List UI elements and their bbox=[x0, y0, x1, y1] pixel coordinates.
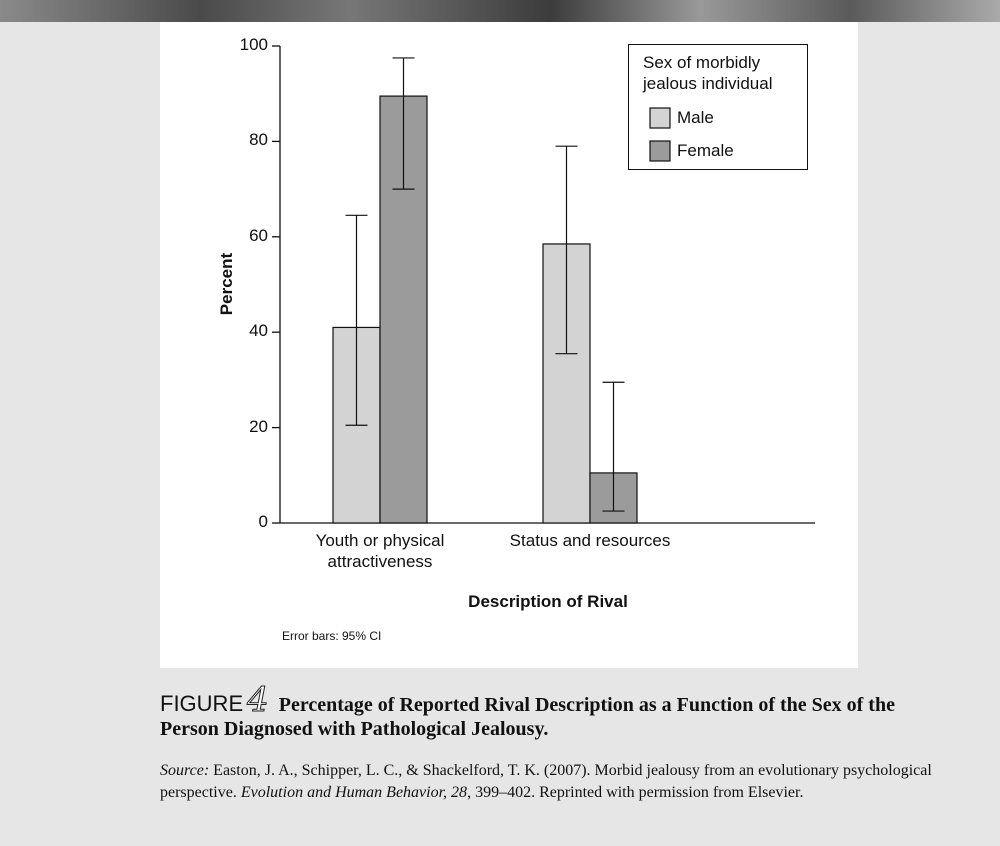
y-axis-label: Percent bbox=[217, 252, 237, 316]
figure-title: Percentage of Reported Rival Description… bbox=[160, 694, 895, 740]
y-tick-label: 20 bbox=[249, 416, 268, 436]
y-tick-label: 100 bbox=[239, 35, 268, 54]
error-bar bbox=[345, 214, 368, 426]
header-image-strip bbox=[0, 0, 1000, 22]
legend-label: Female bbox=[677, 141, 734, 160]
y-tick-label: 40 bbox=[249, 321, 268, 341]
y-tick-label: 80 bbox=[249, 130, 268, 150]
x-axis-label: Description of Rival bbox=[468, 592, 628, 611]
legend-swatch bbox=[649, 140, 671, 162]
source-text: Easton, J. A., Schipper, L. C., & Shacke… bbox=[160, 762, 932, 801]
legend-swatch bbox=[649, 107, 671, 129]
source-end: , 399–402. Reprinted with permission fro… bbox=[467, 784, 804, 801]
y-tick-label: 60 bbox=[249, 225, 268, 245]
figure-number: 4 bbox=[247, 680, 270, 720]
note: Error bars: 95% CI bbox=[282, 629, 382, 643]
legend bbox=[628, 44, 808, 170]
error-bar bbox=[555, 145, 578, 355]
source: Source: Easton, J. A., Schipper, L. C., … bbox=[160, 760, 960, 804]
error-bar bbox=[602, 381, 625, 512]
source-journal: Evolution and Human Behavior, 28 bbox=[240, 784, 468, 801]
source-label: Source: bbox=[160, 762, 210, 779]
x-tick-label: Status and resources bbox=[509, 531, 671, 550]
x-tick-label: Youth or physical attractiveness bbox=[315, 531, 445, 571]
error-bar bbox=[392, 57, 415, 190]
legend-label: Male bbox=[677, 108, 714, 127]
figure-label: FIGURE bbox=[160, 691, 244, 716]
y-tick-label: 0 bbox=[258, 512, 268, 531]
chart-panel bbox=[160, 22, 858, 668]
legend-title: Sex of morbidly jealous individual bbox=[643, 53, 773, 93]
figure-caption: FIGURE 4 Percentage of Reported Rival Desc… bbox=[160, 683, 950, 741]
